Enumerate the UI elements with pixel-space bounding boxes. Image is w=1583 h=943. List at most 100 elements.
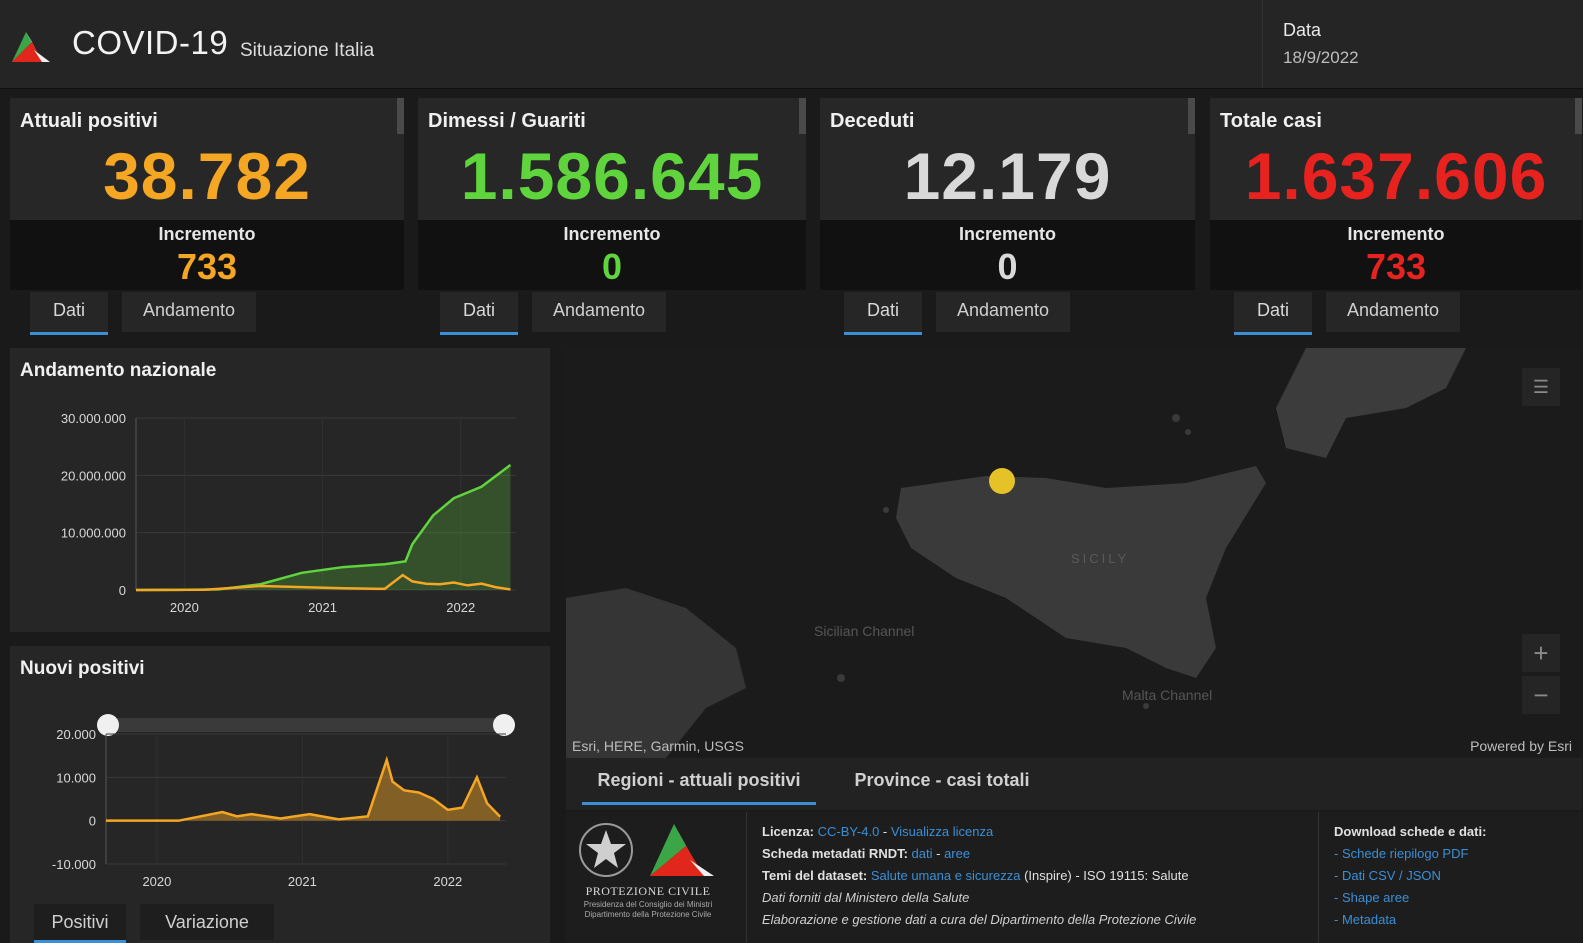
download-csv-link[interactable]: - Dati CSV / JSON xyxy=(1334,868,1441,883)
increment-label: Incremento xyxy=(158,224,256,244)
tab-positivi[interactable]: Positivi xyxy=(34,904,126,943)
map-powered-by[interactable]: Powered by Esri xyxy=(1470,738,1572,754)
footer-info: PROTEZIONE CIVILE Presidenza del Consigl… xyxy=(566,812,1582,943)
y-tick-label: 10.000.000 xyxy=(61,526,126,541)
aeolian-island xyxy=(1172,414,1180,422)
tab-andamento[interactable]: Andamento xyxy=(1326,292,1460,332)
andamento-nazionale-chart: 30.000.000 20.000.000 10.000.000 0 2020 2021 2… xyxy=(61,411,516,615)
increment-label: Incremento xyxy=(958,224,1057,244)
temi-rest: (Inspire) - ISO 19115: Salute xyxy=(1024,868,1189,883)
tab-dati[interactable]: Dati xyxy=(1234,292,1312,335)
card-tabs: Dati Andamento xyxy=(418,292,806,338)
increment-label: Incremento xyxy=(1347,224,1445,244)
y-tick-label: 0 xyxy=(119,583,126,598)
download-metadata-link[interactable]: - Metadata xyxy=(1334,912,1397,927)
y-tick-label: 20.000.000 xyxy=(61,468,126,483)
tab-dati[interactable]: Dati xyxy=(844,292,922,335)
data-management-text: Elaborazione e gestione dati a cura del … xyxy=(762,912,1197,927)
card-totale-casi: Totale casi 1.637.606 Incremento 733 xyxy=(1210,98,1582,290)
tab-andamento[interactable]: Andamento xyxy=(936,292,1070,332)
card-value: 38.782 xyxy=(103,139,311,213)
map-view[interactable]: SICILY Sicilian Channel Malta Channel ☰ … xyxy=(566,348,1582,758)
card-label: Dimessi / Guariti xyxy=(428,110,586,132)
download-pdf-link[interactable]: - Schede riepilogo PDF xyxy=(1334,846,1469,861)
zoom-out-button[interactable]: − xyxy=(1522,676,1560,714)
licenza-link[interactable]: CC-BY-4.0 xyxy=(817,824,880,839)
tab-province[interactable]: Province - casi totali xyxy=(854,770,1030,790)
increment-value: 733 xyxy=(176,246,238,287)
card-value: 12.179 xyxy=(903,139,1112,213)
card-value: 1.637.606 xyxy=(1244,139,1548,213)
scrollbar[interactable] xyxy=(1188,98,1195,134)
card-label: Attuali positivi xyxy=(20,110,158,132)
calabria-landmass xyxy=(1276,348,1466,458)
tab-andamento[interactable]: Andamento xyxy=(122,292,256,332)
y-tick-label: -10.000 xyxy=(52,857,96,872)
scheda-aree-link[interactable]: aree xyxy=(944,846,971,861)
temi-label: Temi del dataset: xyxy=(762,868,868,883)
range-slider-track[interactable] xyxy=(108,718,508,732)
pantelleria-island xyxy=(837,674,845,682)
tab-dati[interactable]: Dati xyxy=(30,292,108,335)
card-value: 1.586.645 xyxy=(460,139,764,213)
scrollbar[interactable] xyxy=(799,98,806,134)
series-line xyxy=(135,573,511,592)
app-title: COVID-19 xyxy=(72,24,229,61)
sicily-landmass xyxy=(896,466,1266,678)
x-tick-label: 2022 xyxy=(446,600,475,615)
series-area xyxy=(106,760,501,821)
series-line xyxy=(106,755,502,822)
visualizza-licenza-link[interactable]: Visualizza licenza xyxy=(890,824,994,839)
download-title: Download schede e dati: xyxy=(1334,824,1487,839)
tab-dati[interactable]: Dati xyxy=(440,292,518,335)
card-deceduti: Deceduti 12.179 Incremento 0 xyxy=(820,98,1195,290)
x-tick-label: 2022 xyxy=(433,874,462,889)
card-tabs: Dati Andamento xyxy=(820,292,1195,338)
map-tabs: Regioni - attuali positivi Province - ca… xyxy=(566,758,1582,810)
card-label: Totale casi xyxy=(1220,110,1322,132)
download-shape-link[interactable]: - Shape aree xyxy=(1334,890,1410,905)
increment-value: 0 xyxy=(601,246,623,287)
emblem-italy-icon xyxy=(579,823,633,877)
tunisia-landmass xyxy=(566,588,746,758)
scheda-dati-link[interactable]: dati xyxy=(911,846,933,861)
egadi-island xyxy=(883,507,889,513)
card-dimessi-guariti: Dimessi / Guariti 1.586.645 Incremento 0 xyxy=(418,98,806,290)
x-tick-label: 2020 xyxy=(142,874,171,889)
logo-sub2: Dipartimento della Protezione Civile xyxy=(584,910,712,919)
tab-andamento[interactable]: Andamento xyxy=(532,292,666,332)
range-slider-end-handle[interactable] xyxy=(493,714,515,736)
sea-label-malta: Malta Channel xyxy=(1122,687,1212,703)
list-icon[interactable]: ☰ xyxy=(1522,368,1560,406)
protezione-civile-logo-icon xyxy=(12,32,50,62)
y-tick-label: 10.000 xyxy=(56,770,96,785)
increment-box: Incremento 0 xyxy=(820,220,1195,290)
palermo-marker[interactable] xyxy=(989,468,1015,494)
scrollbar[interactable] xyxy=(397,98,404,134)
date-label: Data xyxy=(1283,20,1322,40)
licenza-label: Licenza: xyxy=(762,824,815,839)
x-tick-label: 2021 xyxy=(308,600,337,615)
y-tick-label: 20.000 xyxy=(56,727,96,742)
logo-sub1: Presidenza del Consiglio dei Ministri xyxy=(583,900,713,909)
tab-variazione[interactable]: Variazione xyxy=(140,904,274,940)
increment-box: Incremento 733 xyxy=(1210,220,1582,290)
y-tick-label: 0 xyxy=(89,814,96,829)
date-panel: Data 18/9/2022 xyxy=(1262,0,1583,88)
range-slider-start-handle[interactable] xyxy=(97,714,119,736)
card-tabs: Dati Andamento xyxy=(1210,292,1582,338)
zoom-in-button[interactable]: + xyxy=(1522,634,1560,672)
temi-link[interactable]: Salute umana e sicurezza xyxy=(870,868,1021,883)
logo-text: PROTEZIONE CIVILE xyxy=(585,884,711,898)
tab-regioni[interactable]: Regioni - attuali positivi xyxy=(582,762,816,805)
sea-label-sicilian: Sicilian Channel xyxy=(814,623,914,639)
card-tabs: Dati Andamento xyxy=(10,292,404,338)
chart-title: Nuovi positivi xyxy=(20,658,145,679)
andamento-nazionale-panel: Andamento nazionale 30.000.000 20.000.000… xyxy=(10,348,550,632)
scrollbar[interactable] xyxy=(1575,98,1582,134)
region-label: SICILY xyxy=(1071,551,1129,566)
series-area xyxy=(136,465,511,590)
licenza-line: Licenza: CC-BY-4.0 - Visualizza licenza xyxy=(762,824,993,839)
increment-label: Incremento xyxy=(563,224,661,244)
app-subtitle: Situazione Italia xyxy=(240,40,375,61)
